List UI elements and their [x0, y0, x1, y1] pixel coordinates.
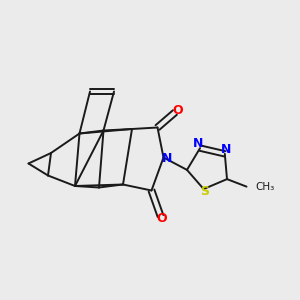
Text: CH₃: CH₃: [255, 182, 274, 192]
Text: O: O: [157, 212, 167, 226]
Text: S: S: [200, 185, 209, 198]
Text: N: N: [194, 137, 204, 150]
Text: N: N: [221, 143, 232, 156]
Text: O: O: [172, 103, 183, 117]
Text: N: N: [162, 152, 172, 166]
